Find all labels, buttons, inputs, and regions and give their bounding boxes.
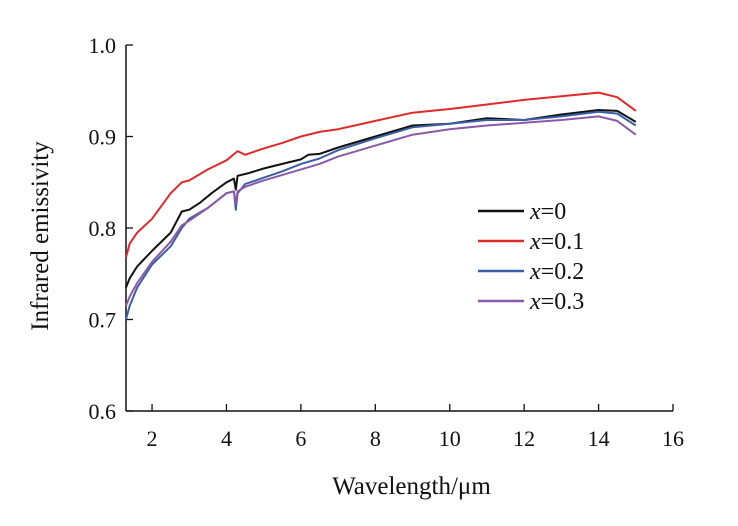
series-line-2	[125, 110, 637, 320]
legend-label-0: x=0	[529, 199, 566, 225]
legend-var: x	[529, 259, 541, 285]
y-tick-label: 0.7	[89, 308, 117, 333]
x-tick-label: 10	[439, 426, 461, 451]
x-tick-label: 2	[147, 426, 158, 451]
legend-var: x	[529, 199, 541, 225]
y-tick-label: 0.8	[89, 216, 117, 241]
legend-label-3: x=0.3	[529, 289, 584, 315]
series-line-3	[125, 115, 637, 307]
y-tick-label: 0.6	[89, 399, 117, 424]
legend-var: x	[529, 289, 541, 315]
y-axis-ticks: 0.6 0.7 0.8 0.9 1.0	[89, 33, 133, 424]
x-tick-label: 12	[513, 426, 535, 451]
legend: x=0x=0.1x=0.2x=0.3	[478, 199, 584, 315]
legend-var: x	[529, 229, 541, 255]
legend-label-2: x=0.2	[529, 259, 584, 285]
legend-value: =0.3	[541, 289, 585, 315]
x-axis-ticks: 2 4 6 8 10 12 14 16	[147, 404, 684, 451]
axes	[125, 45, 673, 412]
series-line-1	[125, 91, 637, 258]
x-tick-label: 14	[588, 426, 610, 451]
y-tick-label: 1.0	[89, 33, 117, 58]
legend-label-1: x=0.1	[529, 229, 584, 255]
x-tick-label: 6	[295, 426, 306, 451]
x-tick-label: 4	[221, 426, 232, 451]
series-line-0	[125, 109, 637, 288]
y-axis-title: Infrared emissivity	[27, 141, 54, 331]
x-axis-title: Wavelength/μm	[332, 473, 491, 500]
y-tick-label: 0.9	[89, 125, 117, 150]
x-tick-label: 8	[370, 426, 381, 451]
x-tick-label: 16	[662, 426, 684, 451]
series-lines	[125, 91, 637, 320]
legend-value: =0.2	[541, 259, 585, 285]
legend-value: =0.1	[541, 229, 585, 255]
legend-value: =0	[541, 199, 567, 225]
